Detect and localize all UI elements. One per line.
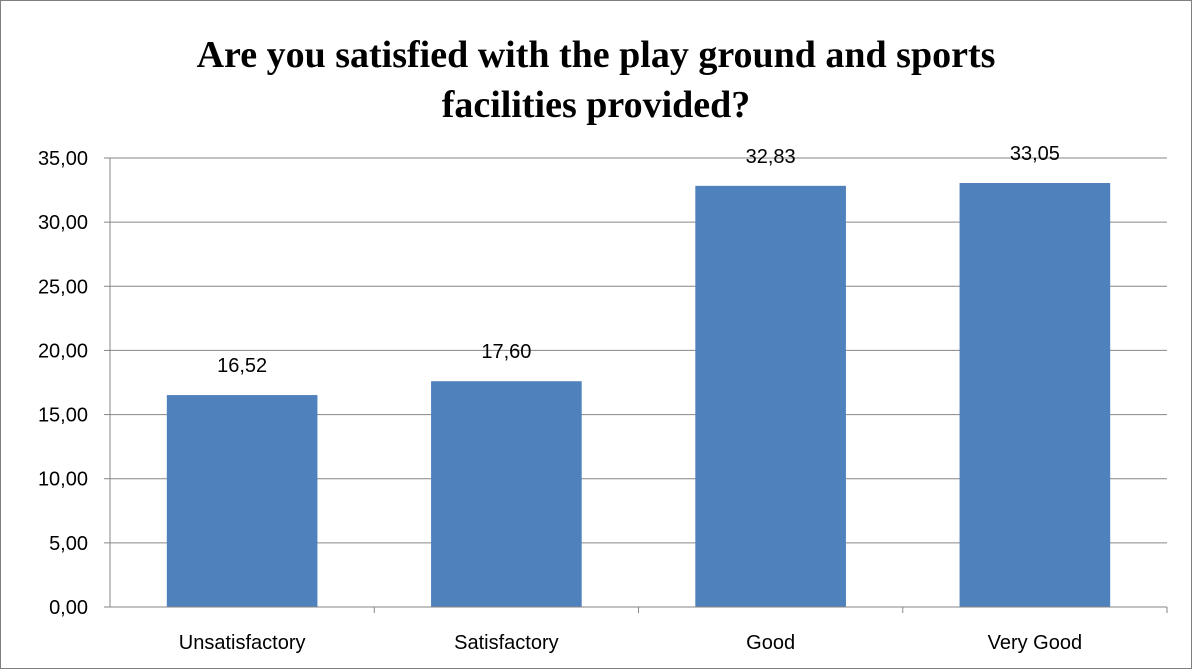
y-tick-label: 20,00 — [38, 340, 88, 362]
labels: 0,00 5,00 10,00 15,00 20,00 25,00 30,00 35,00 16… — [38, 143, 1082, 654]
y-tick-label: 5,00 — [49, 533, 88, 555]
data-label: 17,60 — [481, 341, 531, 363]
x-category-label: Unsatisfactory — [179, 632, 306, 654]
x-category-label: Good — [746, 632, 795, 654]
chart-title: Are you satisfied with the play ground a… — [0, 30, 1192, 130]
chart-title-line-2: facilities provided? — [441, 84, 751, 126]
chart-title-line-1: Are you satisfied with the play ground a… — [196, 34, 996, 76]
bars — [166, 183, 1111, 607]
bar — [695, 185, 846, 607]
data-label: 16,52 — [217, 355, 267, 377]
data-label: 32,83 — [746, 146, 796, 168]
y-tick-label: 35,00 — [38, 148, 88, 170]
y-tick-label: 30,00 — [38, 212, 88, 234]
bar — [431, 381, 582, 607]
axes — [104, 157, 1168, 613]
data-label: 33,05 — [1010, 143, 1060, 165]
bar — [166, 395, 318, 607]
bar — [959, 183, 1111, 607]
y-tick-label: 0,00 — [49, 597, 88, 619]
y-tick-label: 10,00 — [38, 469, 88, 491]
y-tick-label: 25,00 — [38, 276, 88, 298]
y-tick-label: 15,00 — [38, 405, 88, 427]
x-category-label: Satisfactory — [454, 632, 558, 654]
x-category-label: Very Good — [988, 632, 1083, 654]
